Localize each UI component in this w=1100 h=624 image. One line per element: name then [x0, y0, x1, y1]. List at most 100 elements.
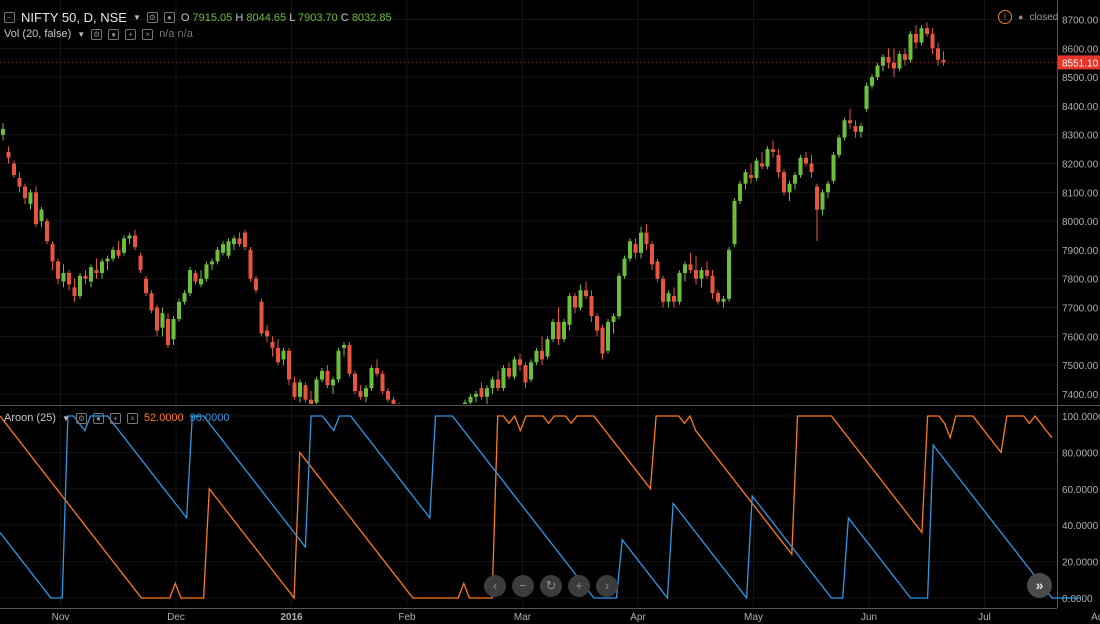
candle-body: [193, 272, 198, 282]
candle-body: [226, 241, 231, 256]
candle-body: [281, 350, 286, 360]
chevron-down-icon[interactable]: ▼: [132, 13, 141, 22]
candle-body: [61, 272, 66, 282]
open-value: 7915.05: [192, 11, 233, 24]
close-label: C: [340, 11, 349, 24]
candle-body: [127, 235, 132, 239]
time-tick-label: Jun: [861, 612, 877, 623]
candle-body: [886, 56, 891, 63]
time-tick-label: 2016: [280, 612, 303, 623]
candle-body: [936, 48, 940, 60]
candle-body: [529, 362, 533, 380]
candle-body: [325, 370, 330, 386]
last-price-label: 8551.10: [1062, 58, 1099, 69]
candle-body: [331, 379, 335, 386]
collapse-icon[interactable]: –: [4, 12, 15, 23]
candle-body: [133, 235, 137, 248]
aroon-label[interactable]: Aroon (25): [4, 412, 56, 424]
main-legend: – NIFTY 50, D, NSE ▼ ⚙ ● O 7915.05 H 804…: [4, 10, 392, 25]
candle-body: [727, 249, 731, 299]
settings-icon[interactable]: ⚙: [91, 28, 103, 40]
candle-body: [100, 261, 104, 273]
candle-body: [672, 296, 676, 302]
aroon-tick-label: 0.0000: [1062, 594, 1093, 605]
candle-body: [694, 270, 698, 279]
candle-body: [232, 238, 236, 245]
price-tick-label: 8600.00: [1062, 44, 1099, 55]
zoom-controls: ‹ − ↻ + ›: [484, 575, 618, 597]
candle-body: [287, 350, 291, 380]
candle-body: [738, 183, 742, 201]
candle-body: [39, 209, 44, 222]
zoom-out-icon[interactable]: −: [512, 575, 534, 597]
candle-body: [534, 350, 539, 363]
candle-body: [182, 293, 187, 302]
zoom-in-icon[interactable]: +: [568, 575, 590, 597]
candle-body: [655, 261, 660, 279]
aroon-up-line: [0, 414, 1053, 600]
candle-body: [50, 244, 55, 262]
candle-body: [89, 267, 93, 282]
time-tick-label: Feb: [398, 612, 416, 623]
candle-body: [666, 293, 671, 302]
candle-body: [309, 399, 313, 404]
aroon-up-value: 52.0000: [143, 412, 184, 424]
chevron-down-icon[interactable]: ▼: [61, 413, 70, 423]
candle-body: [793, 175, 797, 184]
candle-body: [930, 33, 935, 49]
price-tick-label: 8700.00: [1062, 16, 1099, 27]
aroon-tick-label: 100.0000: [1062, 412, 1100, 423]
high-value: 8044.65: [246, 11, 287, 24]
candle-body: [639, 232, 643, 253]
candle-body: [12, 163, 16, 176]
volume-label[interactable]: Vol (20, false): [4, 28, 72, 40]
candle-body: [721, 298, 726, 302]
chevron-down-icon[interactable]: ▼: [77, 29, 86, 39]
scroll-right-icon[interactable]: ›: [596, 575, 618, 597]
candle-body: [23, 186, 27, 199]
close-icon[interactable]: ×: [126, 412, 138, 424]
candle-body: [45, 221, 49, 242]
reset-icon[interactable]: ↻: [540, 575, 562, 597]
settings-icon[interactable]: ⚙: [146, 12, 158, 23]
candle-body: [804, 157, 808, 164]
candle-body: [221, 244, 225, 253]
candle-body: [545, 339, 550, 357]
candle-body: [606, 321, 610, 351]
candle-body: [149, 293, 154, 311]
close-value: 8032.85: [351, 11, 392, 24]
candle-body: [556, 321, 561, 340]
candle-body: [732, 200, 737, 245]
settings-icon[interactable]: ⚙: [75, 412, 87, 424]
eye-icon[interactable]: ●: [108, 28, 120, 40]
go-to-end-icon[interactable]: »: [1027, 573, 1052, 598]
candle-body: [644, 232, 649, 245]
eye-icon[interactable]: ●: [163, 12, 175, 23]
price-tick-label: 8200.00: [1062, 160, 1099, 171]
candle-body: [628, 241, 632, 259]
candle-body: [342, 344, 346, 348]
candle-body: [518, 359, 522, 366]
candle-body: [122, 238, 126, 253]
candle-body: [155, 307, 159, 331]
candle-body: [820, 192, 825, 210]
plus-icon[interactable]: +: [125, 28, 137, 40]
aroon-down-line: [0, 415, 1081, 600]
symbol-title[interactable]: NIFTY 50, D, NSE: [21, 10, 127, 25]
candle-body: [710, 275, 715, 294]
market-status: ! ● closed: [998, 10, 1058, 24]
candles-group: [1, 22, 946, 455]
alert-icon[interactable]: !: [998, 10, 1012, 24]
scroll-left-icon[interactable]: ‹: [484, 575, 506, 597]
candle-body: [837, 137, 841, 155]
plus-icon[interactable]: +: [109, 412, 121, 424]
candle-body: [699, 270, 704, 279]
close-icon[interactable]: ×: [142, 28, 154, 40]
time-tick-label: May: [744, 612, 763, 623]
candle-body: [237, 238, 242, 245]
eye-icon[interactable]: ●: [92, 412, 104, 424]
candle-body: [436, 446, 440, 455]
candle-body: [798, 157, 803, 176]
time-tick-label: Dec: [167, 612, 185, 623]
